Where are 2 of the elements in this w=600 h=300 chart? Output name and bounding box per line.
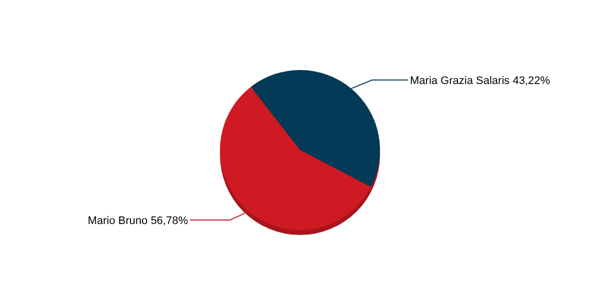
slice-label: Mario Bruno 56,78%	[88, 214, 188, 227]
slice-label: Maria Grazia Salaris 43,22%	[410, 74, 550, 87]
